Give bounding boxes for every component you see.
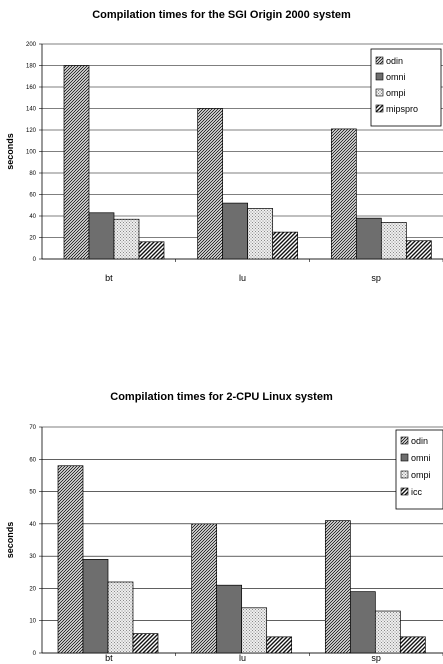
legend-swatch-omni	[375, 72, 384, 81]
y-tick-label: 20	[29, 586, 36, 592]
y-tick-label: 70	[29, 425, 36, 431]
y-tick-label: 80	[29, 171, 36, 177]
y-tick-label: 140	[26, 107, 37, 113]
y-tick-label: 40	[29, 522, 36, 528]
bar-omni-lu	[216, 584, 243, 654]
legend-swatch-ompi	[375, 88, 384, 97]
legend-label-omni: omni	[386, 72, 406, 82]
x-category-label: bt	[105, 273, 113, 283]
y-axis-label: seconds	[5, 133, 15, 170]
bar-mipspro-bt	[138, 241, 165, 260]
y-tick-label: 50	[29, 490, 36, 496]
y-tick-label: 60	[29, 457, 36, 463]
legend-label-icc: icc	[411, 487, 422, 497]
legend-swatch-ompi	[400, 470, 409, 479]
bar-omni-sp	[349, 591, 376, 654]
y-tick-label: 100	[26, 150, 37, 156]
y-tick-label: 120	[26, 128, 37, 134]
y-tick-label: 180	[26, 64, 37, 70]
bar-ompi-sp	[374, 610, 401, 654]
y-tick-label: 60	[29, 193, 36, 199]
legend-label-mipspro: mipspro	[386, 104, 418, 114]
legend-label-omni: omni	[411, 453, 431, 463]
y-tick-label: 20	[29, 236, 36, 242]
bar-ompi-sp	[380, 222, 407, 260]
legend-swatch-icc	[400, 487, 409, 496]
y-tick-label: 0	[33, 257, 37, 263]
y-tick-label: 0	[33, 651, 37, 657]
bar-icc-sp	[399, 636, 426, 654]
bar-odin-sp	[324, 520, 351, 654]
y-tick-label: 40	[29, 214, 36, 220]
bar-odin-bt	[63, 65, 90, 260]
legend-swatch-omni	[400, 453, 409, 462]
legend-label-ompi: ompi	[386, 88, 406, 98]
bar-omni-bt	[88, 212, 115, 260]
y-tick-label: 200	[26, 42, 37, 48]
y-tick-label: 160	[26, 85, 37, 91]
legend-swatch-odin	[375, 56, 384, 65]
chart-1-plot: 0 20 40 60 80 100 120 140 160 180 200 seconds bt lu sp…	[5, 42, 443, 283]
y-tick-label: 30	[29, 554, 36, 560]
bar-mipspro-sp	[405, 240, 432, 260]
chart-2-title: Compilation times for 2-CPU Linux system	[110, 391, 333, 403]
bar-icc-lu	[266, 636, 293, 654]
bar-omni-lu	[222, 202, 249, 260]
legend-label-odin: odin	[386, 56, 403, 66]
bar-odin-lu	[191, 523, 218, 654]
y-tick-label: 10	[29, 619, 36, 625]
bar-mipspro-lu	[272, 231, 299, 260]
legend-swatch-odin	[400, 436, 409, 445]
bar-icc-bt	[132, 633, 159, 654]
x-category-label: sp	[371, 653, 381, 663]
y-axis-label: seconds	[5, 522, 15, 559]
bar-ompi-lu	[241, 607, 268, 654]
bar-omni-sp	[355, 217, 382, 260]
x-category-label: sp	[371, 273, 381, 283]
legend-swatch-mipspro	[375, 104, 384, 113]
bar-ompi-bt	[107, 581, 134, 654]
bar-odin-bt	[57, 465, 84, 654]
bar-odin-sp	[330, 128, 357, 260]
bar-omni-bt	[82, 559, 109, 654]
x-category-label: lu	[239, 653, 246, 663]
legend-label-odin: odin	[411, 436, 428, 446]
chart-1-title: Compilation times for the SGI Origin 200…	[92, 9, 351, 21]
legend-label-ompi: ompi	[411, 470, 431, 480]
bar-ompi-bt	[113, 218, 140, 260]
bar-odin-lu	[197, 108, 224, 260]
x-category-label: bt	[105, 653, 113, 663]
x-category-label: lu	[239, 273, 246, 283]
